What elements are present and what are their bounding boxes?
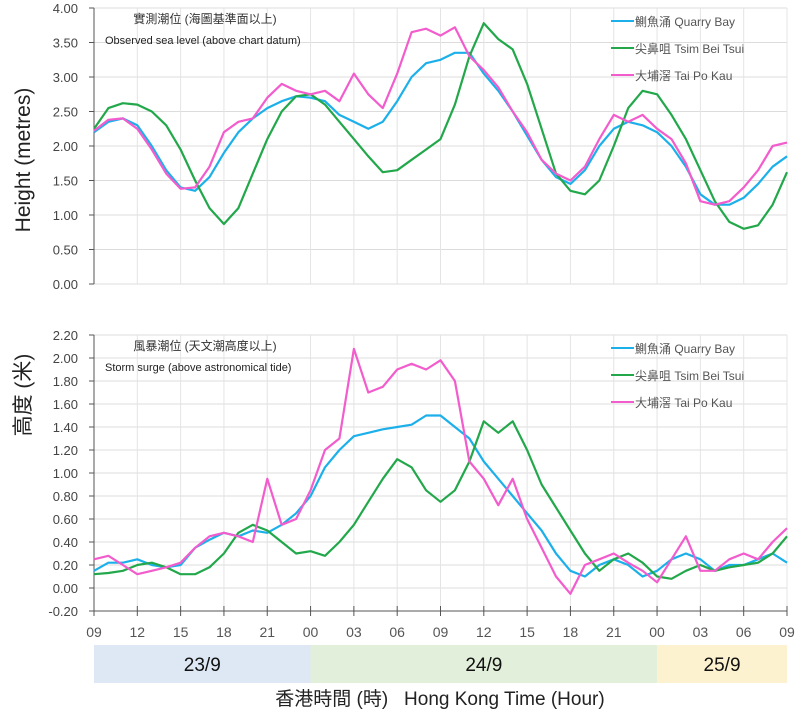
legend-item: 鰂魚涌 Quarry Bay — [611, 15, 735, 29]
series-line-1 — [93, 22, 789, 230]
x-tick-label: 18 — [216, 624, 232, 640]
y-tick-label: 3.00 — [53, 70, 78, 85]
date-band — [657, 645, 787, 683]
x-tick-label: 21 — [606, 624, 622, 640]
y-tick-label: 1.80 — [53, 374, 78, 389]
series-line-1 — [93, 420, 788, 580]
y-tick-label: 0.40 — [53, 535, 78, 550]
legend-item: 尖鼻咀 Tsim Bei Tsui — [611, 368, 744, 383]
storm-surge-chart: -0.20 0.00 0.20 0.40 0.60 0.80 1.00 1.20 1.40 1.6… — [48, 328, 788, 619]
y-tick-label: 1.00 — [53, 466, 78, 481]
y-tick-label: 1.60 — [53, 397, 78, 412]
x-tick-label: 09 — [433, 624, 449, 640]
chart-title-en: Observed sea level (above chart datum) — [105, 35, 301, 47]
date-band-label: 24/9 — [465, 655, 502, 676]
y-axis-label-zh: 高度 (米) — [12, 354, 35, 437]
x-tick-label: 06 — [389, 624, 405, 640]
date-bands: 23/9 24/9 25/9 — [94, 645, 787, 683]
date-band-label: 25/9 — [704, 655, 741, 676]
x-tick-label: 06 — [736, 624, 752, 640]
y-tick-label: 4.00 — [53, 1, 78, 16]
chart-title-en: Storm surge (above astronomical tide) — [105, 362, 291, 374]
y-tick-label: 0.00 — [53, 277, 78, 292]
series-line-2 — [93, 26, 788, 206]
y-tick-label: 2.00 — [53, 351, 78, 366]
x-tick-label: 03 — [693, 624, 709, 640]
date-band-label: 23/9 — [184, 655, 221, 676]
observed-sea-level-chart: 0.00 0.50 1.00 1.50 2.00 2.50 3.00 3.50 4.00 實測潮位… — [53, 1, 789, 292]
legend-label: 鰂魚涌 Quarry Bay — [635, 15, 735, 29]
y-tick-label: 1.20 — [53, 443, 78, 458]
x-tick-labels: 09 12 15 18 21 00 03 06 09 12 15 18 21 00 03 06 09 — [86, 606, 795, 640]
x-tick-label: 03 — [346, 624, 362, 640]
legend-item: 尖鼻咀 Tsim Bei Tsui — [611, 41, 744, 56]
legend-label: 鰂魚涌 Quarry Bay — [635, 342, 735, 356]
y-tick-label: 0.60 — [53, 512, 78, 527]
y-tick-label: 1.50 — [53, 174, 78, 189]
x-tick-label: 15 — [173, 624, 189, 640]
y-tick-label: 1.00 — [53, 208, 78, 223]
y-tick-label: 3.50 — [53, 36, 78, 51]
chart-title-zh: 風暴潮位 (天文潮高度以上) — [133, 338, 276, 353]
chart-title-zh: 實測潮位 (海圖基準面以上) — [133, 11, 276, 26]
legend-item: 大埔滘 Tai Po Kau — [611, 69, 732, 83]
y-tick-label: 1.40 — [53, 420, 78, 435]
y-tick-label: 2.00 — [53, 139, 78, 154]
x-tick-label: 18 — [563, 624, 579, 640]
x-tick-label: 09 — [86, 624, 102, 640]
x-tick-label: 09 — [779, 624, 795, 640]
x-tick-label: 12 — [130, 624, 146, 640]
x-tick-label: 21 — [259, 624, 275, 640]
x-tick-label: 00 — [649, 624, 665, 640]
y-tick-label: 0.20 — [53, 558, 78, 573]
legend-label: 大埔滘 Tai Po Kau — [635, 69, 732, 83]
legend-label: 尖鼻咀 Tsim Bei Tsui — [635, 41, 744, 56]
date-band — [310, 645, 658, 683]
legend-label: 大埔滘 Tai Po Kau — [635, 396, 732, 410]
x-tick-label: 15 — [519, 624, 535, 640]
x-axis-title: 香港時間 (時) Hong Kong Time (Hour) — [275, 688, 604, 710]
y-tick-label: -0.20 — [48, 604, 78, 619]
y-tick-label: 0.50 — [53, 243, 78, 258]
legend-item: 大埔滘 Tai Po Kau — [611, 396, 732, 410]
y-axis-label-en: Height (metres) — [12, 88, 35, 233]
series-line-0 — [93, 51, 788, 206]
y-tick-label: 2.20 — [53, 328, 78, 343]
legend-label: 尖鼻咀 Tsim Bei Tsui — [635, 368, 744, 383]
y-tick-label: 0.80 — [53, 489, 78, 504]
date-band — [94, 645, 311, 683]
series-line-2 — [93, 347, 788, 595]
x-tick-label: 00 — [303, 624, 319, 640]
x-tick-label: 12 — [476, 624, 492, 640]
y-tick-label: 0.00 — [53, 581, 78, 596]
legend-item: 鰂魚涌 Quarry Bay — [611, 342, 735, 356]
y-tick-label: 2.50 — [53, 105, 78, 120]
